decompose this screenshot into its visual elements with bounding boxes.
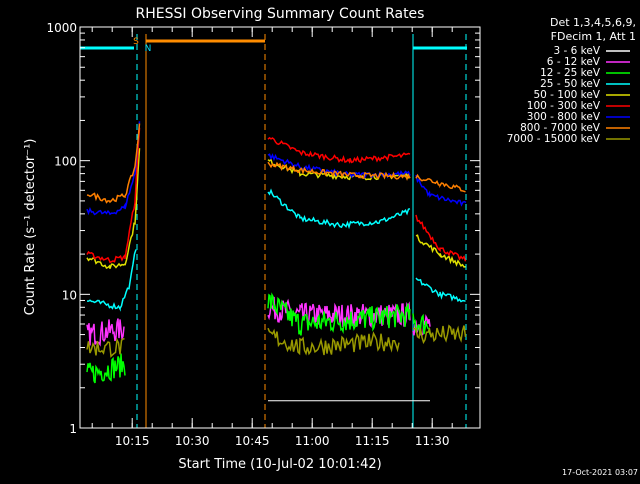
series-8 (86, 123, 466, 204)
series-line-6-2 (267, 136, 411, 164)
series-line-5-3 (415, 234, 466, 268)
series-line-7-1 (86, 121, 141, 216)
y-tick-label-100: 100 (54, 155, 77, 169)
annotation-s: S (133, 37, 139, 47)
series-line-9-2 (267, 327, 400, 356)
series-line-8-1 (86, 123, 141, 204)
y-tick-label-1: 1 (69, 422, 77, 436)
plot-frame (79, 26, 481, 429)
series-4 (87, 188, 466, 312)
legend-entry-6: 100 - 300 keV (527, 100, 601, 112)
x-tick-label-10:30: 10:30 (175, 434, 210, 448)
legend-entry-3: 12 - 25 keV (540, 67, 601, 79)
legend-entry-2: 6 - 12 keV (547, 56, 601, 68)
x-tick-label-11:15: 11:15 (355, 434, 390, 448)
series-line-6-3 (415, 214, 467, 262)
y-tick-label-1000: 1000 (46, 21, 77, 35)
legend-entry-5: 50 - 100 keV (533, 89, 600, 101)
legend-header-line-2: FDecim 1, Att 1 (551, 30, 636, 43)
y-axis-label: Count Rate (s⁻¹ detector⁻¹) (23, 139, 38, 316)
x-tick-label-10:45: 10:45 (235, 434, 270, 448)
x-tick-label-11:30: 11:30 (415, 434, 450, 448)
series-line-8-3 (415, 173, 466, 193)
x-axis-label: Start Time (10-Jul-02 10:01:42) (178, 457, 381, 472)
series-6 (86, 127, 467, 264)
chart-title: RHESSI Observing Summary Count Rates (136, 6, 425, 22)
series-line-2-1 (86, 318, 125, 347)
annotation-n: N (145, 44, 152, 54)
series-9 (86, 324, 467, 358)
series-line-6-1 (86, 127, 141, 264)
series-line-4-3 (415, 277, 466, 303)
x-tick-label-10:15: 10:15 (115, 434, 150, 448)
timestamp: 17-Oct-2021 03:07 (562, 468, 638, 477)
series-line-9-3 (412, 324, 467, 345)
legend-entry-9: 7000 - 15000 keV (507, 133, 601, 145)
x-tick-label-11:00: 11:00 (295, 434, 330, 448)
series-line-7-3 (415, 174, 467, 207)
legend-entry-7: 300 - 800 keV (527, 111, 601, 123)
series-line-3-1 (86, 353, 126, 384)
series-line-5-1 (86, 148, 141, 269)
y-tick-label-10: 10 (62, 288, 77, 302)
legend-header-line-1: Det 1,3,4,5,6,9, (550, 16, 636, 29)
legend-entry-4: 25 - 50 keV (540, 78, 601, 90)
series-line-3-2 (267, 292, 411, 336)
series-line-8-2 (267, 161, 411, 181)
series-line-9-1 (86, 337, 125, 358)
series-line-4-1 (87, 249, 137, 312)
legend-entry-8: 800 - 7000 keV (520, 122, 601, 134)
legend-entry-1: 3 - 6 keV (553, 45, 600, 57)
series-line-4-2 (267, 188, 411, 230)
